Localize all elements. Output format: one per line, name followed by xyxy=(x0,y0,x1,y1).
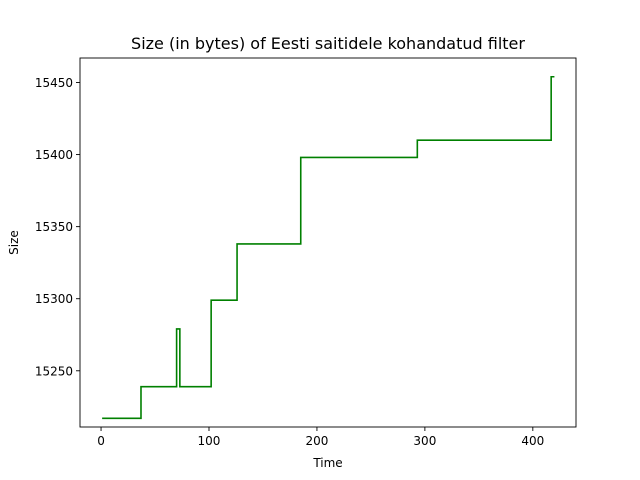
y-tick-label: 15250 xyxy=(35,364,73,378)
y-axis-ticks: 15250 15300 15350 15400 15450 xyxy=(35,76,80,378)
x-tick-label: 300 xyxy=(413,434,436,448)
y-axis-label: Size xyxy=(7,230,21,255)
plot-area xyxy=(80,58,576,427)
x-axis-ticks: 0 100 200 300 400 xyxy=(97,427,544,448)
x-tick-label: 200 xyxy=(305,434,328,448)
series-line xyxy=(102,75,555,420)
plot-frame xyxy=(79,57,577,428)
chart-title: Size (in bytes) of Eesti saitidele kohan… xyxy=(131,34,525,53)
x-axis-label: Time xyxy=(312,456,342,470)
y-tick-label: 15350 xyxy=(35,220,73,234)
y-tick-label: 15450 xyxy=(35,76,73,90)
y-tick-label: 15400 xyxy=(35,148,73,162)
x-tick-label: 0 xyxy=(97,434,105,448)
x-tick-label: 100 xyxy=(198,434,221,448)
x-tick-label: 400 xyxy=(521,434,544,448)
y-tick-label: 15300 xyxy=(35,292,73,306)
